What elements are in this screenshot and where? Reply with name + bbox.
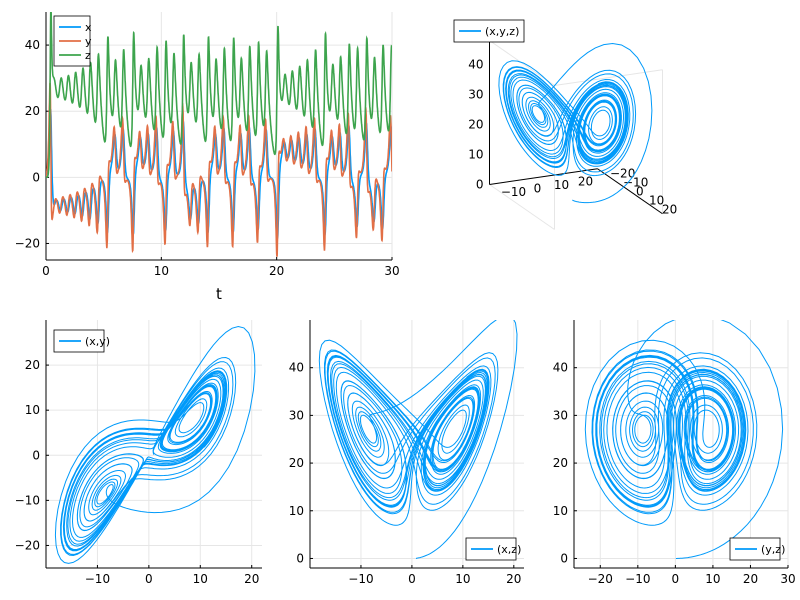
3d-frame-edge xyxy=(554,69,663,86)
x3d-axis xyxy=(489,168,598,185)
x-tick-label: 0 xyxy=(42,264,50,278)
x-tick-label: 0 xyxy=(408,572,416,586)
y-tick-label: 20 xyxy=(25,358,40,372)
series-line-(y,z) xyxy=(584,320,784,559)
x-tick-label: 10 xyxy=(193,572,208,586)
y-tick-label: 0 xyxy=(32,448,40,462)
x-tick-label: 10 xyxy=(154,264,169,278)
x-tick-label: 30 xyxy=(384,264,399,278)
y-tick-label: 30 xyxy=(289,408,304,422)
xz-projection-panel: −10 0 10 20 0 10 20 30 40 (x,z) xyxy=(289,320,524,586)
x3d-tick-label: −10 xyxy=(501,185,526,199)
y3d-tick-label: 20 xyxy=(662,202,677,216)
y-tick-label: 30 xyxy=(553,408,568,422)
y-tick-label: −20 xyxy=(15,236,40,250)
x-tick-label: 30 xyxy=(780,572,795,586)
x3d-tick-label: 20 xyxy=(578,175,593,189)
y3d-axis xyxy=(597,168,663,215)
z-tick-label: 20 xyxy=(468,118,483,132)
y-tick-label: −20 xyxy=(15,538,40,552)
yz-projection-panel: −20 −10 0 10 20 30 0 10 20 30 40 (y,z) xyxy=(553,320,796,586)
x-tick-label: 20 xyxy=(244,572,259,586)
z-tick-label: 10 xyxy=(468,148,483,162)
legend-label-x: x xyxy=(85,21,92,34)
x-tick-label: 10 xyxy=(705,572,720,586)
x-tick-label: −20 xyxy=(588,572,613,586)
legend-label-(x,y,z): (x,y,z) xyxy=(485,25,519,38)
y-tick-label: 0 xyxy=(32,170,40,184)
x3d-tick-label: 0 xyxy=(534,182,542,196)
y-tick-label: 40 xyxy=(289,361,304,375)
series-line-y xyxy=(46,82,392,257)
series-line-xyz xyxy=(498,42,653,204)
y3d-tick-label: 0 xyxy=(636,184,644,198)
y-tick-label: 0 xyxy=(296,551,304,565)
y-tick-label: 40 xyxy=(553,361,568,375)
x-tick-label: 0 xyxy=(672,572,680,586)
x-tick-label: 20 xyxy=(269,264,284,278)
legend-label-y: y xyxy=(85,35,92,48)
x-tick-label: −10 xyxy=(625,572,650,586)
y-tick-label: 20 xyxy=(25,104,40,118)
y-tick-label: 20 xyxy=(289,456,304,470)
series-line-(x,z) xyxy=(318,320,518,559)
y-tick-label: 10 xyxy=(553,504,568,518)
legend-label-(x,z): (x,z) xyxy=(497,543,521,556)
x3d-tick-label: 10 xyxy=(554,178,569,192)
x-tick-label: −10 xyxy=(348,572,373,586)
y-tick-label: 40 xyxy=(25,38,40,52)
y3d-tick-label: −10 xyxy=(623,175,648,189)
y-tick-label: 20 xyxy=(553,456,568,470)
legend-label-(y,z): (y,z) xyxy=(761,543,785,556)
z-tick-label: 0 xyxy=(476,178,484,192)
z-tick-label: 40 xyxy=(468,58,483,72)
x-tick-label: −10 xyxy=(85,572,110,586)
xy-projection-panel: −10 0 10 20 −20 −10 0 10 20 (x,y) xyxy=(15,320,262,586)
3d-frame-edge xyxy=(489,184,555,230)
series-line-z xyxy=(46,12,392,179)
x-tick-label: 10 xyxy=(455,572,470,586)
legend-label-(x,y): (x,y) xyxy=(85,335,110,348)
x-tick-label: 20 xyxy=(743,572,758,586)
y3d-tick-label: 10 xyxy=(649,193,664,207)
x-axis-label: t xyxy=(216,285,222,303)
y-tick-label: −10 xyxy=(15,493,40,507)
y-tick-label: 10 xyxy=(25,403,40,417)
x-tick-label: 20 xyxy=(506,572,521,586)
series-line-(x,y) xyxy=(54,325,256,564)
y3d-tick-label: −20 xyxy=(610,166,635,180)
x-tick-label: 0 xyxy=(145,572,153,586)
y-tick-label: 0 xyxy=(560,551,568,565)
y-tick-label: 10 xyxy=(289,504,304,518)
legend-box xyxy=(453,19,525,43)
legend-label-z: z xyxy=(85,49,91,62)
z-tick-label: 30 xyxy=(468,88,483,102)
